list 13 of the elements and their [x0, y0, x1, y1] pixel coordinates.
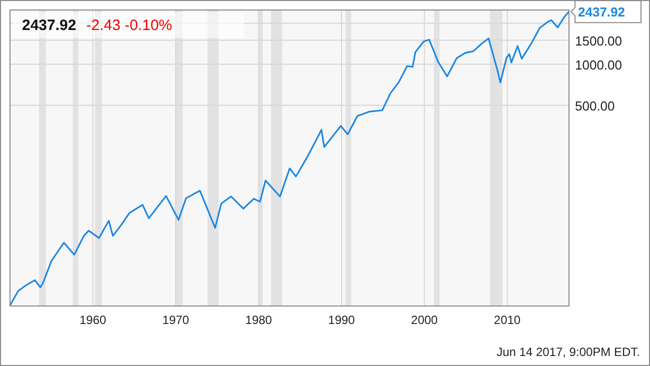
y-tick-label: 1000.00	[575, 57, 622, 72]
x-tick-label: 1990	[328, 313, 356, 327]
x-tick-label: 2000	[411, 313, 438, 327]
annotation: 2437.92	[578, 4, 625, 20]
text: 2437.92	[22, 17, 76, 34]
x-tick-label: 1970	[162, 313, 190, 327]
y-tick-label: 1500.00	[575, 33, 622, 48]
y-tick-label: 500.00	[575, 98, 615, 114]
x-tick-label: 2010	[494, 313, 521, 327]
x-tick-label: 1960	[80, 313, 107, 327]
x-tick-label: 1980	[245, 313, 272, 327]
text: Jun 14 2017, 9:00PM EDT.	[496, 345, 640, 359]
text: -2.43 -0.10%	[86, 17, 172, 34]
